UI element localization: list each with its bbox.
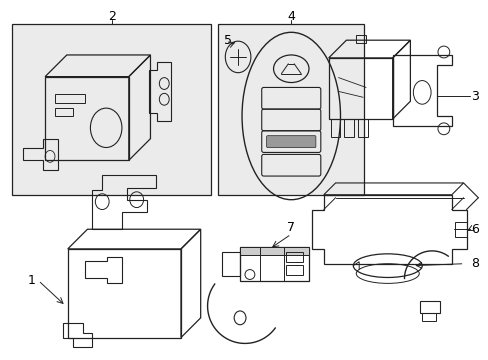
Bar [358,119,367,137]
Bar [240,247,308,255]
Bar [356,35,366,43]
Text: 7: 7 [286,221,295,234]
Bar [55,94,84,103]
Bar [55,108,73,116]
Bar [222,252,240,276]
Bar [12,24,210,195]
Bar [328,58,392,119]
Bar [344,119,353,137]
Text: 3: 3 [470,90,478,103]
Bar [286,265,303,275]
Bar [421,313,435,321]
Text: 2: 2 [108,10,116,23]
Bar [286,252,303,262]
Bar [45,77,128,160]
FancyBboxPatch shape [266,136,315,148]
Bar [454,222,466,237]
Bar [419,301,439,313]
Text: 6: 6 [470,223,478,236]
Bar [218,24,364,195]
Bar [240,247,308,282]
Text: 5: 5 [224,34,232,47]
Text: 1: 1 [27,274,35,287]
Text: 4: 4 [287,10,295,23]
Text: 8: 8 [470,257,478,270]
Bar [330,119,340,137]
